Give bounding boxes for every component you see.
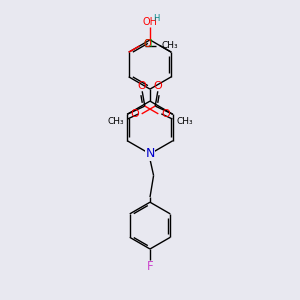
Text: OH: OH bbox=[142, 17, 158, 27]
Text: CH₃: CH₃ bbox=[162, 41, 178, 50]
Text: CH₃: CH₃ bbox=[176, 118, 193, 127]
Text: O: O bbox=[130, 110, 139, 119]
Text: O: O bbox=[138, 81, 147, 91]
Text: F: F bbox=[147, 260, 153, 273]
Text: CH₃: CH₃ bbox=[107, 118, 124, 127]
Text: H: H bbox=[153, 14, 160, 23]
Text: O: O bbox=[143, 39, 151, 50]
Text: N: N bbox=[145, 147, 155, 161]
Text: O: O bbox=[153, 81, 162, 91]
Text: O: O bbox=[161, 110, 170, 119]
Text: Cl: Cl bbox=[143, 39, 153, 49]
